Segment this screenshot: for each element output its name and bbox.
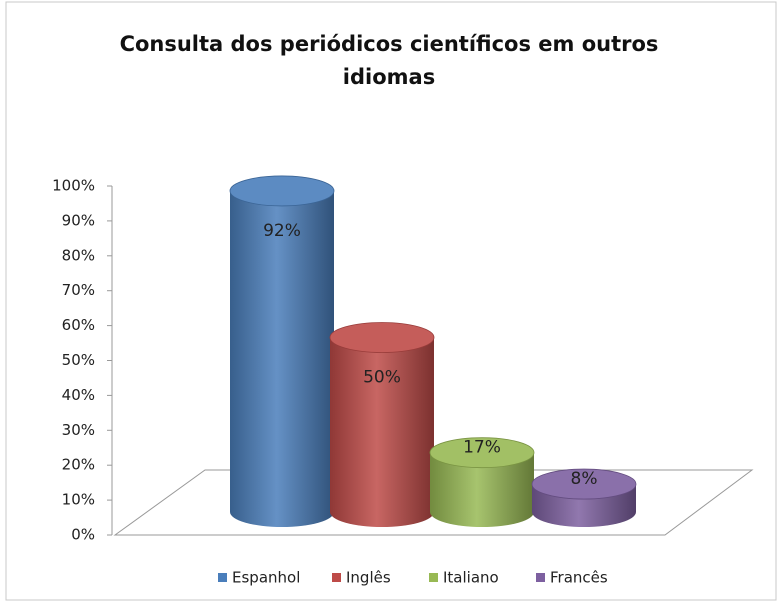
chart-title: Consulta dos periódicos científicos em o… bbox=[119, 32, 659, 89]
legend-swatch bbox=[218, 573, 227, 582]
legend-label: Francês bbox=[550, 569, 608, 587]
y-tick-label: 40% bbox=[62, 386, 95, 404]
chart-border bbox=[5, 1, 777, 601]
y-tick-label: 60% bbox=[62, 316, 95, 334]
value-label: 92% bbox=[263, 221, 301, 241]
floor bbox=[113, 469, 754, 536]
y-tick-label: 90% bbox=[62, 211, 95, 229]
bar bbox=[330, 337, 434, 527]
bar-top bbox=[429, 437, 535, 469]
y-tick-label: 100% bbox=[52, 177, 95, 195]
y-tick-label: 0% bbox=[71, 526, 95, 544]
legend-swatch bbox=[429, 573, 438, 582]
value-label: 8% bbox=[571, 469, 598, 489]
y-tick-label: 70% bbox=[62, 281, 95, 299]
value-label: 50% bbox=[363, 368, 401, 388]
bar-top bbox=[531, 468, 637, 500]
bar bbox=[430, 452, 534, 527]
legend-swatch bbox=[332, 573, 341, 582]
legend-label: Espanhol bbox=[232, 569, 300, 587]
y-tick-label: 30% bbox=[62, 421, 95, 439]
y-tick-label: 50% bbox=[62, 351, 95, 369]
bar bbox=[230, 190, 334, 528]
bar-top bbox=[229, 175, 335, 207]
value-label: 17% bbox=[463, 438, 501, 458]
legend-label: Inglês bbox=[346, 569, 391, 587]
bar-top bbox=[329, 322, 435, 353]
legend-swatch bbox=[536, 573, 545, 582]
y-tick-label: 80% bbox=[62, 246, 95, 264]
y-tick-label: 20% bbox=[62, 456, 95, 474]
legend-label: Italiano bbox=[443, 569, 499, 587]
y-tick-label: 10% bbox=[62, 491, 95, 509]
